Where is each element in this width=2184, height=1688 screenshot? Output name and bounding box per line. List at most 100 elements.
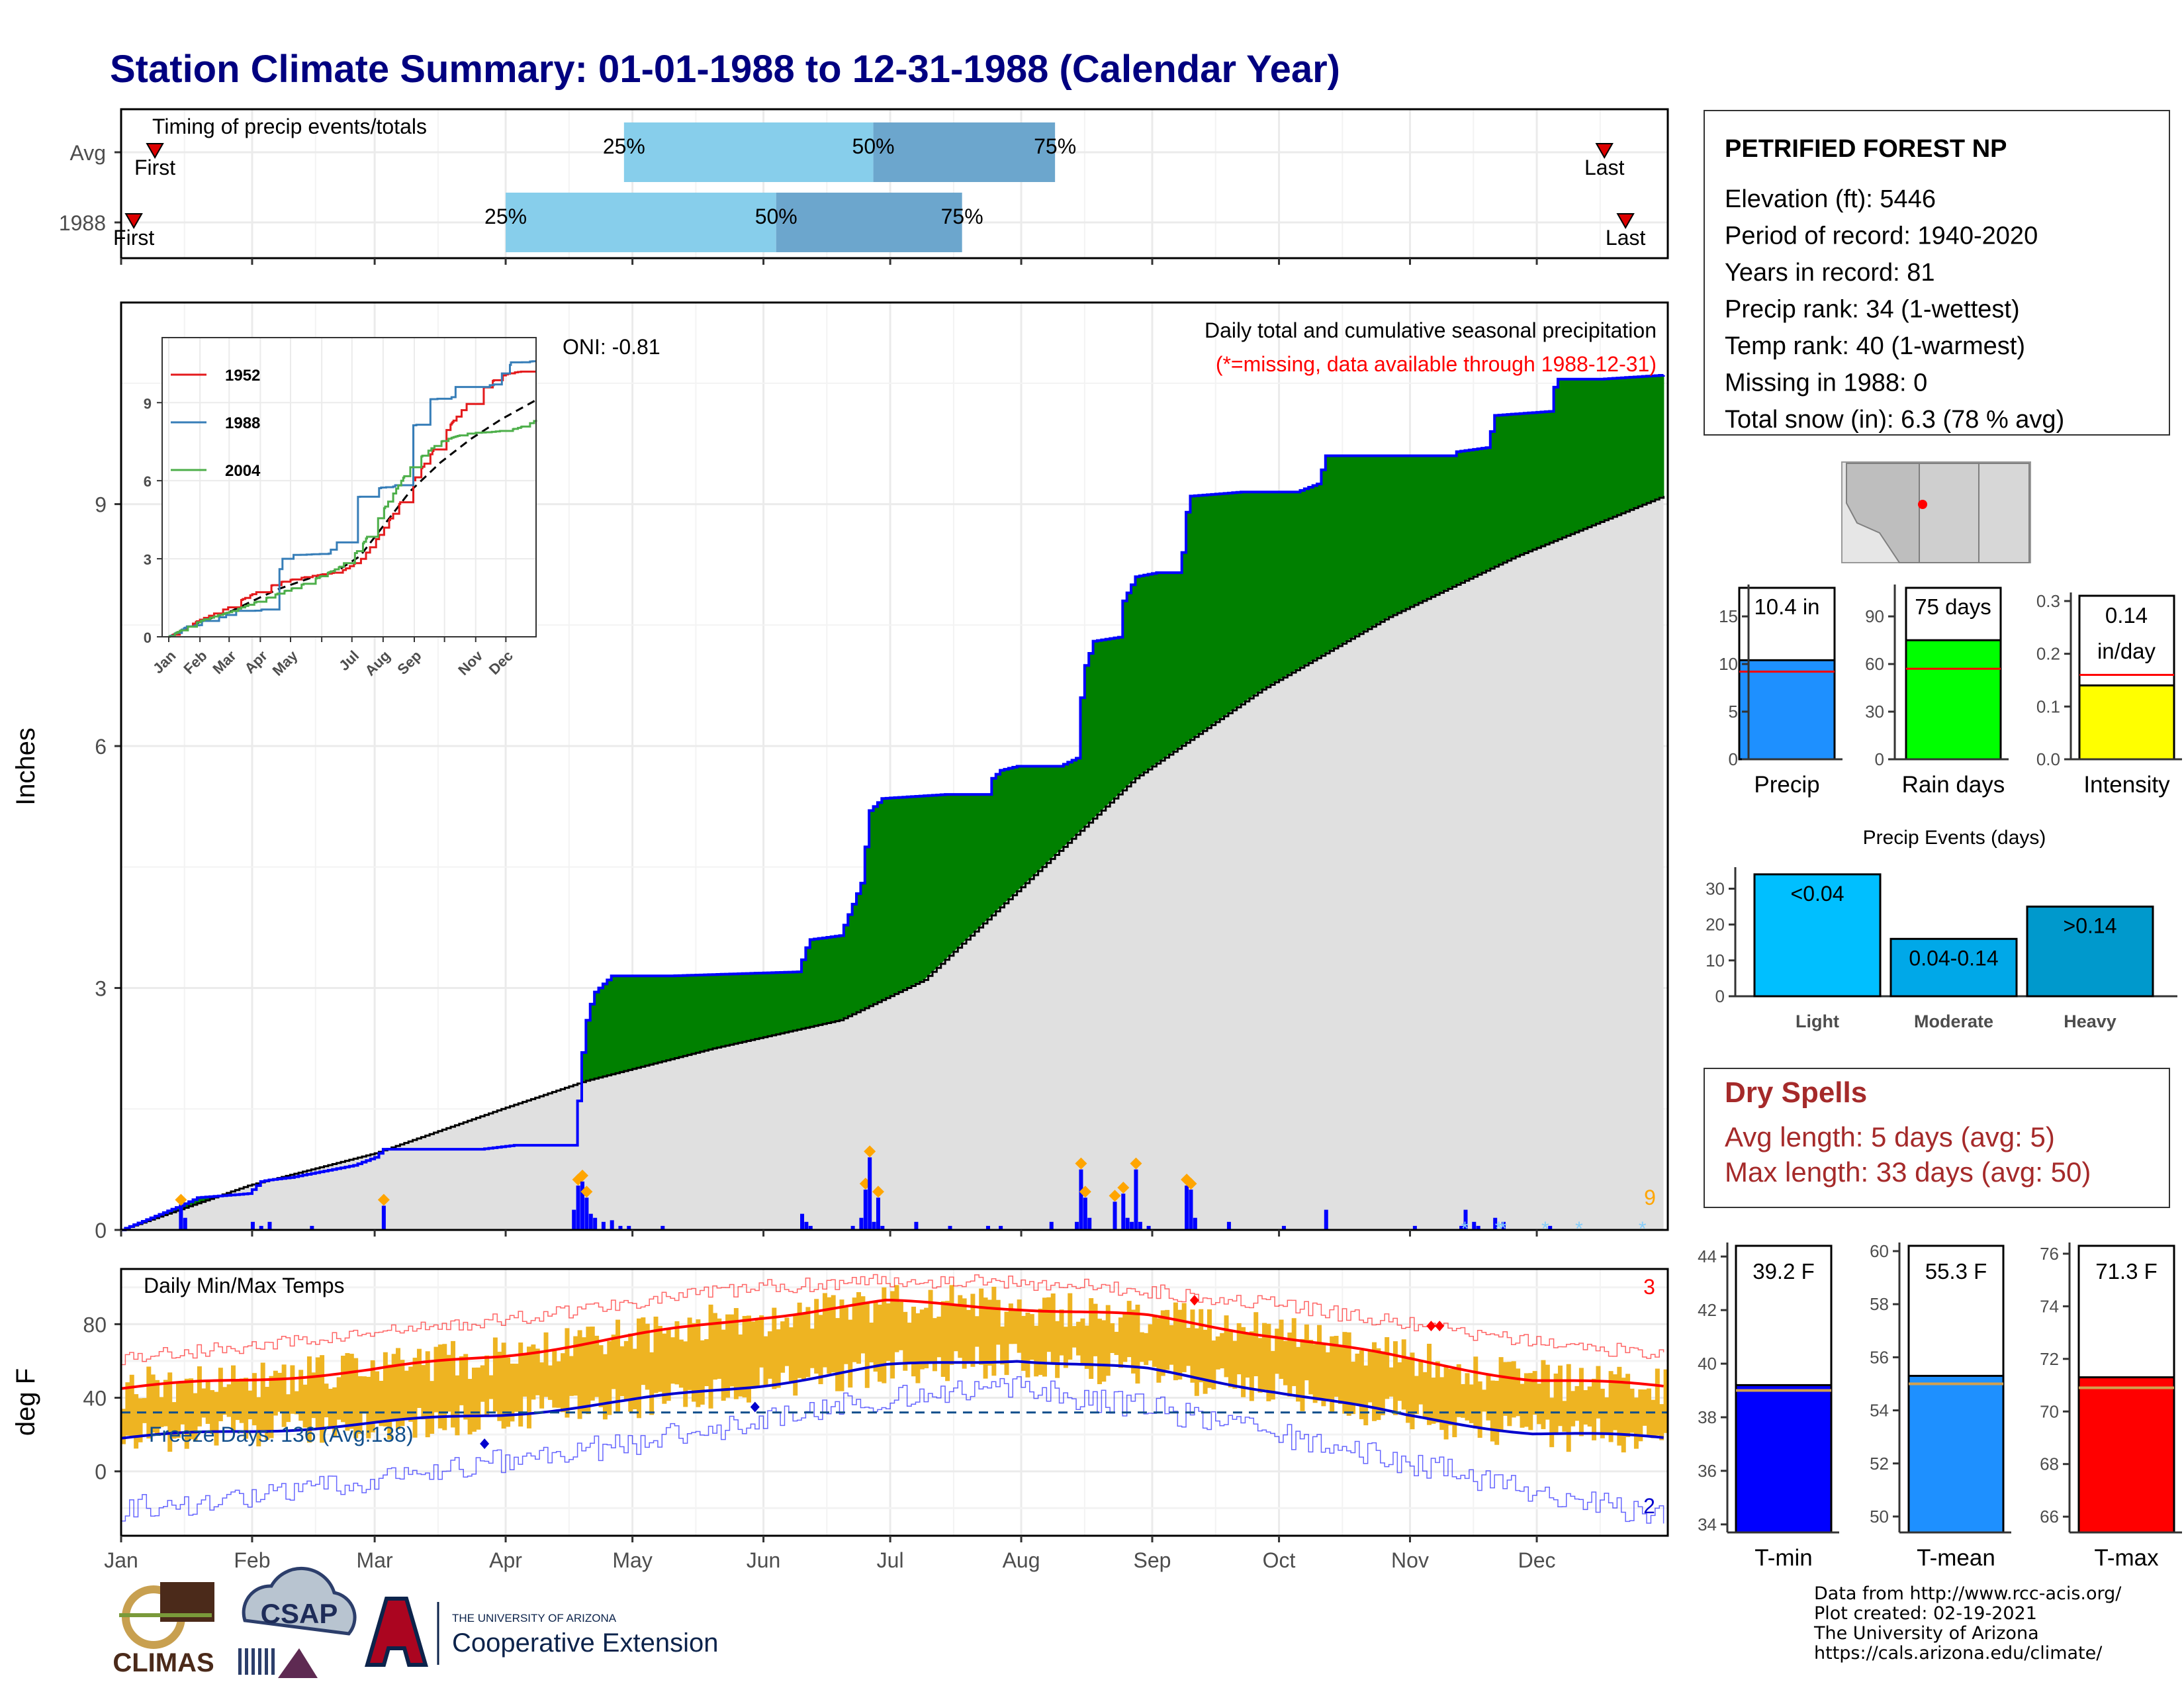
climas-logo-text: CLIMAS: [113, 1648, 214, 1677]
precip-anomaly-fill: [780, 972, 786, 1034]
temp-daily-range-bar: [852, 1297, 857, 1362]
precip-daily-bar: [179, 1205, 183, 1230]
temp-daily-range-bar: [189, 1378, 194, 1440]
temp-daily-range-bar: [1080, 1318, 1085, 1364]
temp-daily-range-bar: [476, 1367, 481, 1430]
temp-daily-range-bar: [1461, 1383, 1466, 1418]
temp-daily-range-bar: [1507, 1362, 1512, 1427]
temp-daily-range-bar: [1477, 1381, 1482, 1438]
temp-daily-range-bar: [357, 1376, 363, 1434]
station-info-line: Precip rank: 34 (1-wettest): [1725, 296, 2020, 324]
precip-anomaly-fill: [1190, 496, 1195, 740]
precip-anomaly-fill: [1633, 377, 1639, 508]
precip-anomaly-fill: [979, 794, 984, 928]
temp-daily-range-bar: [336, 1377, 341, 1420]
precip-anomaly-fill: [1021, 766, 1026, 888]
station-name: PETRIFIED FOREST NP: [1725, 135, 2007, 163]
temp-daily-range-bar: [412, 1358, 418, 1438]
precip-anomaly-fill: [619, 976, 625, 1072]
precip-daily-bar: [576, 1185, 580, 1230]
precip-anomaly-fill: [1321, 469, 1326, 656]
precip-anomaly-fill: [645, 976, 650, 1066]
timing-first-marker: [124, 213, 143, 230]
temp-daily-range-bar: [751, 1321, 756, 1389]
temp-daily-range-bar: [328, 1388, 333, 1427]
precip-anomaly-fill: [1131, 585, 1136, 782]
temp-daily-range-bar: [628, 1333, 633, 1412]
tempbar-t-mean-y-tick-label: 54: [1870, 1401, 1889, 1421]
precip-anomaly-fill: [974, 794, 980, 932]
precip-anomaly-fill: [1101, 639, 1107, 811]
precip-anomaly-fill: [894, 798, 899, 994]
precip-daily-bar: [1075, 1221, 1079, 1230]
temp-daily-range-bar: [421, 1365, 426, 1420]
precip-anomaly-fill: [184, 1203, 189, 1208]
precip-anomaly-fill: [1388, 455, 1394, 618]
temp-daily-range-bar: [1135, 1304, 1140, 1384]
temp-daily-range-bar: [1029, 1314, 1034, 1360]
precip-anomaly-fill: [1148, 574, 1153, 770]
temp-daily-range-bar: [873, 1300, 878, 1372]
precip-daily-bar: [601, 1221, 606, 1230]
summary-intensity-y-tick-label: 0.0: [2036, 749, 2060, 769]
temp-daily-range-bar: [1241, 1327, 1246, 1397]
csap-logo-bars: [271, 1648, 275, 1675]
precip-anomaly-fill: [171, 1209, 177, 1213]
precip-daily-bar: [660, 1225, 665, 1230]
temp-daily-range-bar: [733, 1308, 739, 1399]
temp-daily-range-bar: [725, 1314, 731, 1398]
events-category-label: Light: [1796, 1011, 1839, 1031]
precip-anomaly-fill: [805, 947, 811, 1028]
tempbar-t-min-y-tick-label: 34: [1698, 1515, 1717, 1534]
temp-daily-range-bar: [171, 1402, 177, 1439]
events-category-label: Heavy: [2064, 1011, 2116, 1031]
temp-daily-range-bar: [484, 1355, 490, 1415]
temp-daily-range-bar: [184, 1378, 189, 1449]
summary-rain-days-y-tick-label: 30: [1865, 702, 1884, 722]
temp-daily-range-bar: [492, 1337, 498, 1412]
summary-intensity-y-tick-label: 0.1: [2036, 696, 2060, 716]
temp-daily-range-bar: [586, 1327, 591, 1415]
temp-daily-range-bar: [864, 1303, 870, 1388]
temp-daily-range-bar: [784, 1317, 790, 1366]
tempbar-t-min-name-label: T-min: [1754, 1545, 1813, 1571]
precip-daily-bar: [1193, 1217, 1197, 1230]
tempbar-t-mean-y-tick-label: 60: [1870, 1241, 1889, 1261]
temp-daily-range-bar: [1245, 1333, 1250, 1378]
inset-y-tick-label: 3: [144, 551, 152, 568]
precip-anomaly-fill: [167, 1211, 173, 1214]
precip-anomaly-fill: [843, 925, 849, 1019]
temp-daily-range-bar: [561, 1353, 566, 1413]
temp-daily-range-bar: [1418, 1360, 1424, 1405]
precip-anomaly-fill: [1612, 378, 1618, 517]
temp-daily-range-bar: [1059, 1309, 1064, 1356]
precip-anomaly-fill: [873, 806, 878, 1004]
temp-daily-range-bar: [370, 1360, 375, 1432]
temp-daily-range-bar: [1262, 1323, 1267, 1390]
temp-panel-border: [120, 1268, 1669, 1537]
temp-daily-range-bar: [1566, 1364, 1571, 1452]
temp-daily-range-bar: [1625, 1374, 1631, 1437]
temp-daily-range-bar: [273, 1370, 278, 1416]
temp-daily-range-bar: [641, 1317, 646, 1385]
precip-anomaly-fill: [1093, 641, 1098, 819]
temp-daily-range-bar: [459, 1356, 464, 1405]
precip-y-tick-label: 0: [95, 1219, 107, 1243]
temp-y-tick-label: 80: [83, 1313, 107, 1336]
precip-daily-bar: [1472, 1221, 1477, 1230]
precip-anomaly-fill: [856, 893, 862, 1013]
temp-record-min-line: [121, 1376, 1664, 1524]
temp-daily-range-bar: [995, 1299, 1001, 1345]
temp-daily-range-bar: [290, 1365, 295, 1414]
temp-daily-range-bar: [294, 1391, 299, 1415]
temp-daily-range-bar: [235, 1380, 240, 1421]
precip-anomaly-fill: [1203, 494, 1208, 731]
precip-anomaly-fill: [598, 988, 604, 1078]
precip-anomaly-fill: [1372, 455, 1377, 627]
precip-anomaly-fill: [860, 883, 866, 1011]
temp-daily-range-bar: [269, 1376, 274, 1438]
precip-daily-bar: [1501, 1221, 1506, 1230]
temp-daily-range-bar: [510, 1364, 515, 1422]
temp-daily-range-bar: [526, 1346, 531, 1429]
temp-y-axis-label: deg F: [11, 1368, 40, 1436]
